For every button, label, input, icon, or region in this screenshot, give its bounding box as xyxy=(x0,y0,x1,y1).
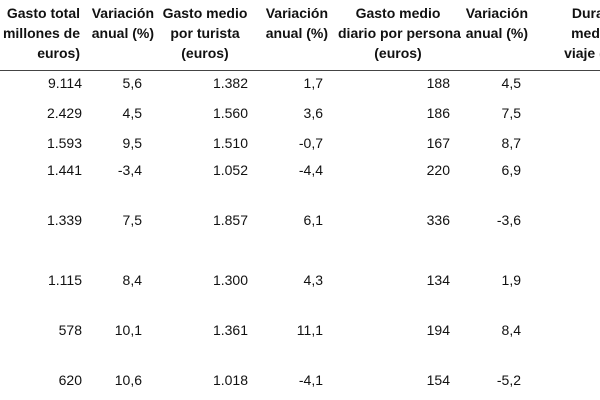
cell-annual-change-3: 7,5 xyxy=(501,105,521,121)
cell-avg-daily-spend: 134 xyxy=(426,272,450,288)
cell-total-spend: 1.115 xyxy=(48,272,82,288)
cell-annual-change-1: 4,5 xyxy=(122,105,142,121)
cell-annual-change-2: 4,3 xyxy=(303,272,323,288)
cell-total-spend: 9.114 xyxy=(48,75,82,91)
cell-avg-daily-spend: 194 xyxy=(426,322,450,338)
header-annual-change-1: Variación anual (%) xyxy=(91,5,154,41)
cell-annual-change-1: 10,6 xyxy=(114,372,142,388)
cell-avg-daily-spend: 186 xyxy=(426,105,450,121)
cell-avg-spend-per-tourist: 1.857 xyxy=(212,212,248,228)
cell-avg-daily-spend: 188 xyxy=(426,75,450,91)
cell-total-spend: 1.593 xyxy=(46,135,82,151)
cell-avg-daily-spend: 220 xyxy=(426,162,450,178)
cell-annual-change-2: 11,1 xyxy=(296,322,323,338)
cell-total-spend: 2.429 xyxy=(46,105,82,121)
header-annual-change-2: Variación anual (%) xyxy=(265,5,328,41)
cell-avg-spend-per-tourist: 1.300 xyxy=(212,272,248,288)
cell-avg-spend-per-tourist: 1.510 xyxy=(212,135,248,151)
cell-avg-daily-spend: 167 xyxy=(426,135,450,151)
cell-annual-change-2: -4,1 xyxy=(298,372,323,388)
cell-annual-change-3: 4,5 xyxy=(501,75,521,91)
cell-annual-change-1: 5,6 xyxy=(122,75,142,91)
cell-annual-change-2: -4,4 xyxy=(298,162,323,178)
cell-avg-spend-per-tourist: 1.052 xyxy=(212,162,248,178)
cell-annual-change-1: 7,5 xyxy=(122,212,142,228)
cell-annual-change-3: 6,9 xyxy=(501,162,521,178)
cell-annual-change-2: -0,7 xyxy=(298,135,323,151)
cell-total-spend: 578 xyxy=(58,322,82,338)
cell-avg-spend-per-tourist: 1.382 xyxy=(212,75,248,91)
cell-annual-change-1: 9,5 xyxy=(122,135,142,151)
cell-avg-daily-spend: 336 xyxy=(426,212,450,228)
cell-annual-change-2: 3,6 xyxy=(303,105,323,121)
cell-avg-spend-per-tourist: 1.560 xyxy=(212,105,248,121)
cell-annual-change-3: -5,2 xyxy=(496,372,521,388)
cell-total-spend: 1.441 xyxy=(46,162,82,178)
cell-annual-change-2: 6,1 xyxy=(303,212,323,228)
cell-total-spend: 620 xyxy=(58,372,82,388)
cell-annual-change-3: -3,6 xyxy=(496,212,521,228)
header-total-spend: Gasto total millones de euros) xyxy=(2,5,80,61)
cell-annual-change-1: 8,4 xyxy=(122,272,142,288)
cell-annual-change-3: 8,7 xyxy=(501,135,521,151)
cell-annual-change-1: 10,1 xyxy=(114,322,142,338)
header-avg-spend-per-tourist: Gasto medio por turista (euros) xyxy=(162,5,248,61)
cell-avg-spend-per-tourist: 1.361 xyxy=(212,322,248,338)
cell-annual-change-3: 8,4 xyxy=(501,322,521,338)
cell-annual-change-2: 1,7 xyxy=(303,75,323,91)
header-avg-trip-duration: Duració media d viaje (día xyxy=(564,5,600,61)
cell-annual-change-3: 1,9 xyxy=(501,272,521,288)
header-avg-daily-spend: Gasto medio diario por persona (euros) xyxy=(338,5,461,61)
cell-avg-spend-per-tourist: 1.018 xyxy=(212,372,248,388)
header-divider xyxy=(0,70,600,71)
cell-annual-change-1: -3,4 xyxy=(117,162,142,178)
header-annual-change-3: Variación anual (%) xyxy=(465,5,528,41)
cell-avg-daily-spend: 154 xyxy=(426,372,450,388)
cell-total-spend: 1.339 xyxy=(46,212,82,228)
